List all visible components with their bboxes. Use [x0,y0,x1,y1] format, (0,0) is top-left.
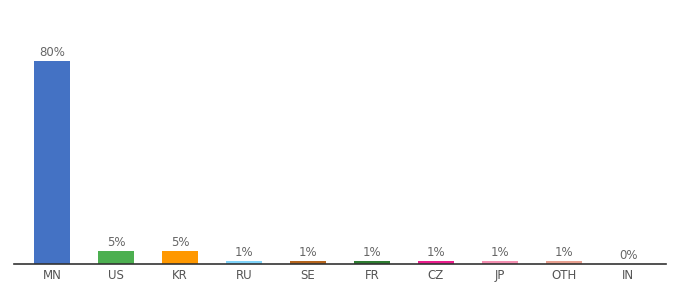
Text: 1%: 1% [235,246,254,260]
Text: 0%: 0% [619,249,637,262]
Bar [226,262,262,264]
Bar [418,262,454,264]
Bar [547,262,581,264]
Text: 1%: 1% [426,246,445,260]
Text: 1%: 1% [555,246,573,260]
Text: 80%: 80% [39,46,65,59]
Bar [35,61,69,264]
Bar [482,262,517,264]
Text: 1%: 1% [362,246,381,260]
Bar [290,262,326,264]
Text: 1%: 1% [491,246,509,260]
Text: 1%: 1% [299,246,318,260]
Bar [354,262,390,264]
Text: 5%: 5% [171,236,189,249]
Bar [163,251,198,264]
Text: 5%: 5% [107,236,125,249]
Bar [99,251,133,264]
